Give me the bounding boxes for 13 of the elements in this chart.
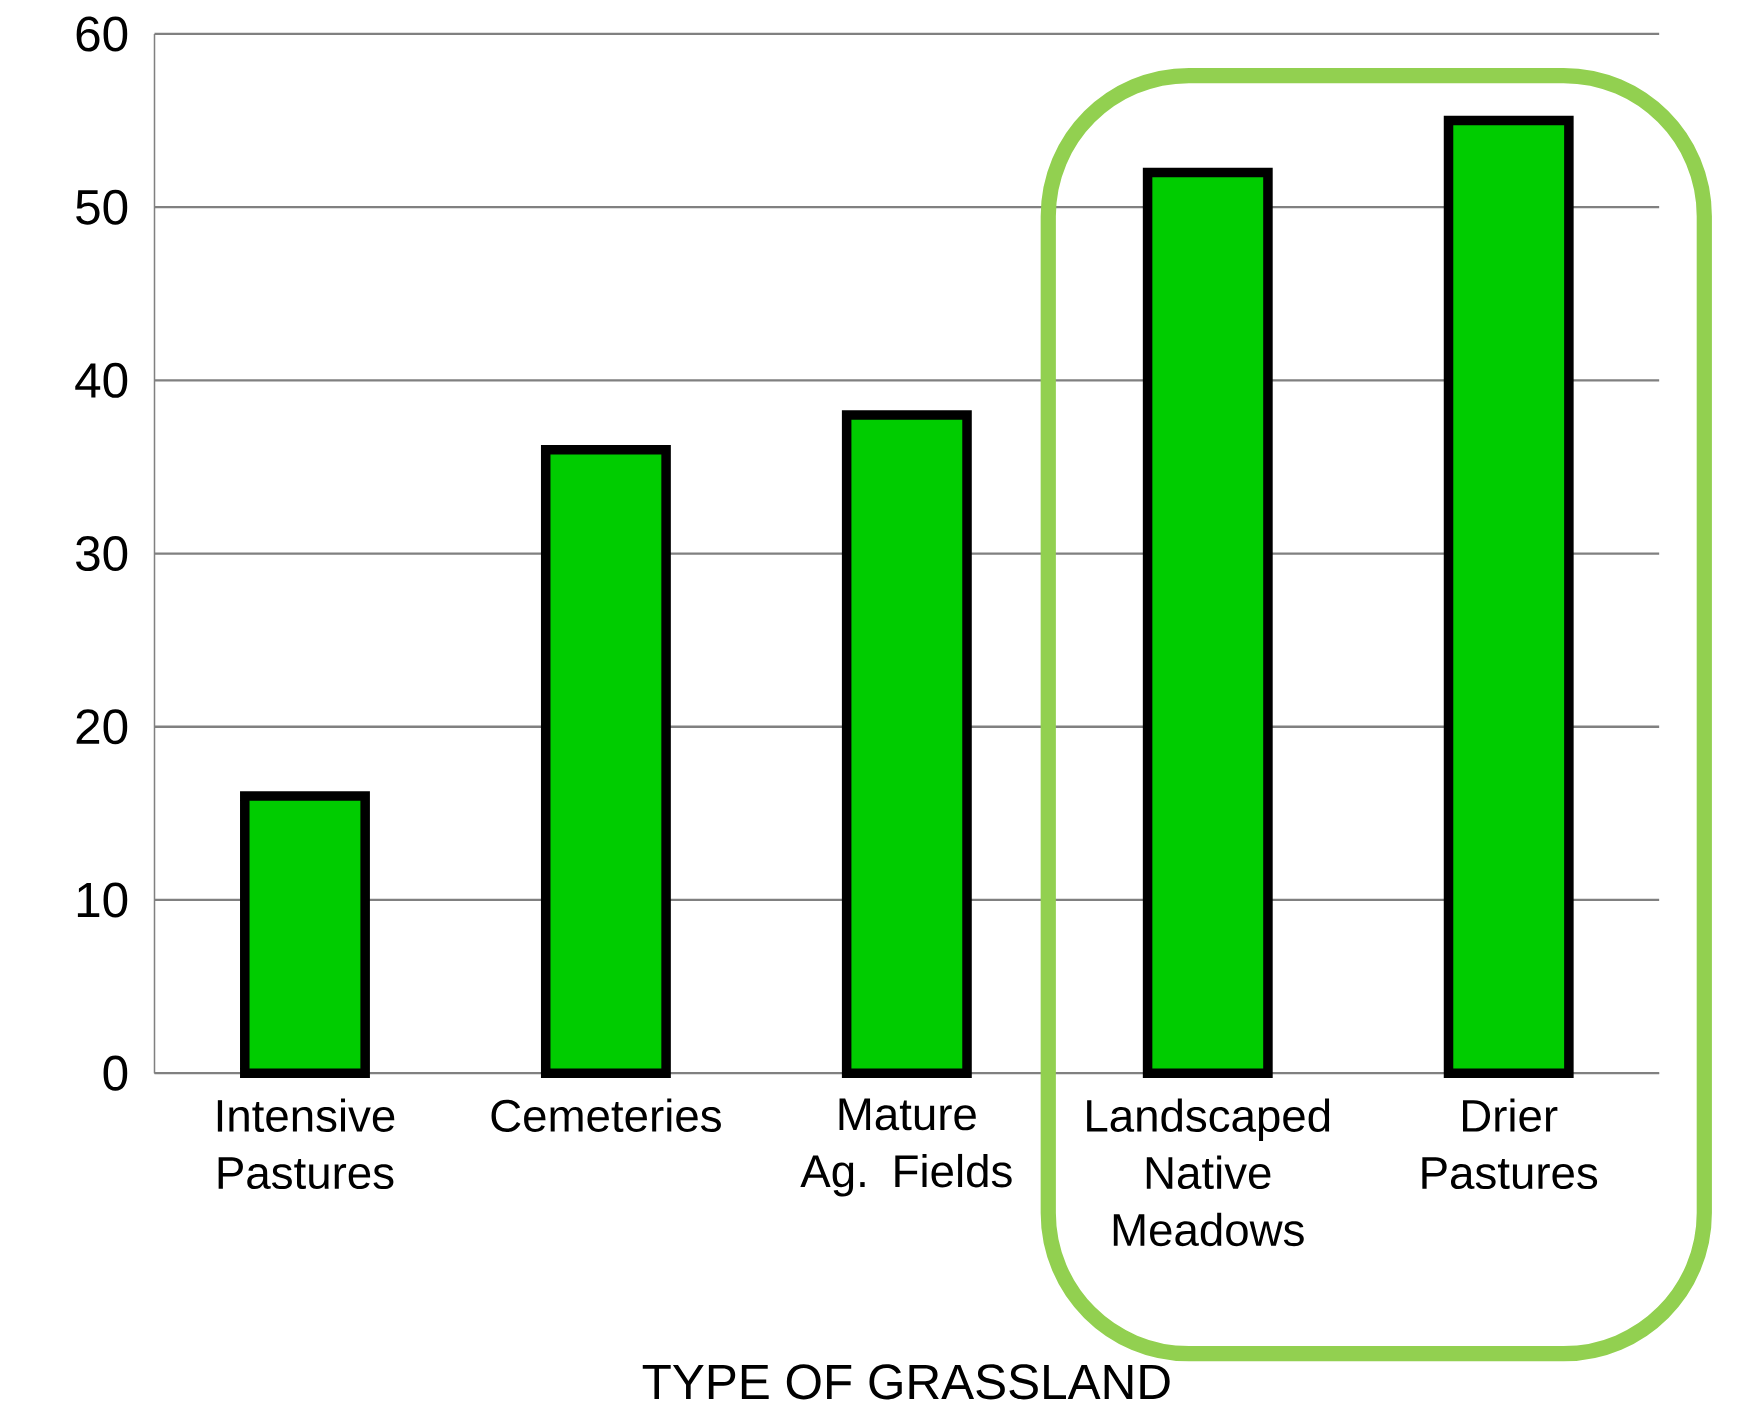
y-tick-label: 0 bbox=[103, 1055, 128, 1091]
x-tick-label: Intensive Pastures bbox=[217, 1098, 395, 1190]
x-axis-title: TYPE OF GRASSLAND bbox=[642, 1364, 1170, 1400]
x-tick-label: Cemeteries bbox=[491, 1098, 721, 1133]
y-tick-label: 20 bbox=[76, 709, 128, 745]
y-tick-label: 50 bbox=[76, 189, 128, 225]
y-tick-label: 40 bbox=[75, 362, 128, 398]
y-tick-label: 30 bbox=[76, 536, 128, 572]
x-tick-label: Mature Ag. Fields bbox=[800, 1098, 1012, 1197]
y-tick-label: 10 bbox=[77, 882, 128, 918]
x-tick-label: Landscaped Native Meadows bbox=[1087, 1098, 1330, 1247]
x-tick-label: Drier Pastures bbox=[1422, 1098, 1598, 1190]
y-tick-label: 60 bbox=[76, 16, 128, 52]
